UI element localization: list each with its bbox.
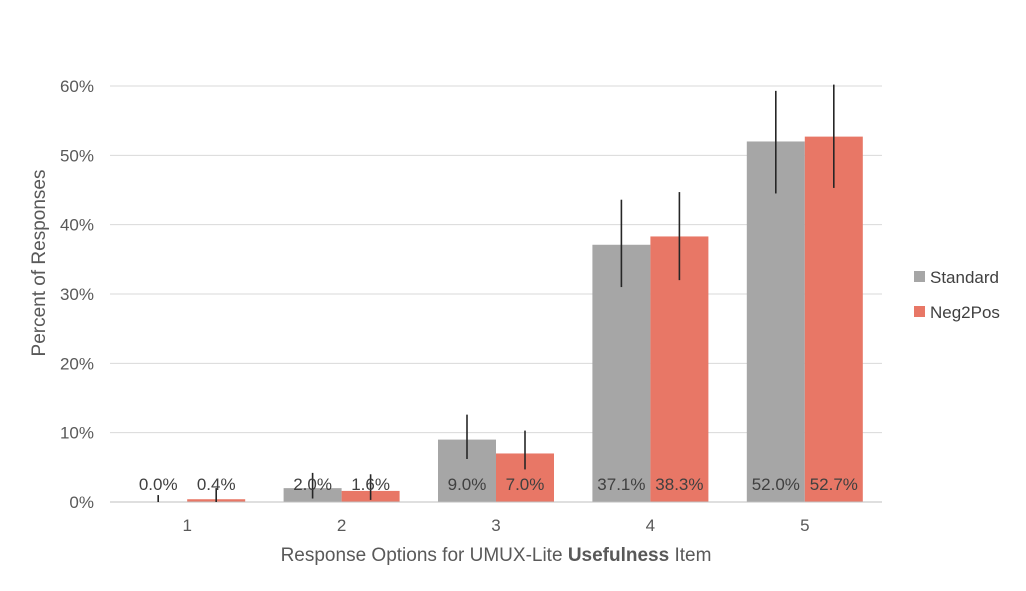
data-label: 37.1%	[597, 475, 645, 494]
y-tick-label: 20%	[60, 354, 94, 373]
data-label: 7.0%	[506, 475, 545, 494]
bar-neg2pos	[804, 136, 863, 502]
bar-standard	[592, 244, 651, 503]
x-axis-ticks: 1 2 3 4 5	[182, 516, 809, 535]
data-label: 52.7%	[810, 475, 858, 494]
x-tick-label: 2	[337, 516, 346, 535]
legend-label-standard: Standard	[930, 268, 999, 287]
y-tick-label: 0%	[69, 493, 94, 512]
data-label: 2.0%	[293, 475, 332, 494]
data-labels: 0.0% 0.4% 2.0% 1.6% 9.0% 7.0% 37.1% 38.3% 52.0% 5…	[139, 475, 858, 494]
x-tick-label: 5	[800, 516, 809, 535]
x-axis-title-part-3: Item	[669, 545, 711, 566]
data-label: 0.4%	[197, 475, 236, 494]
legend-label-neg2pos: Neg2Pos	[930, 303, 1000, 322]
x-tick-label: 4	[646, 516, 655, 535]
y-tick-label: 10%	[60, 424, 94, 443]
x-axis-title-bold-part: Usefulness	[568, 545, 669, 566]
x-tick-label: 1	[182, 516, 191, 535]
data-label: 1.6%	[351, 475, 390, 494]
y-tick-label: 30%	[60, 285, 94, 304]
x-axis-title: Response Options for UMUX-Lite Usefulnes…	[281, 545, 712, 566]
y-tick-label: 60%	[60, 77, 94, 96]
bar-neg2pos	[650, 236, 709, 502]
y-tick-label: 40%	[60, 216, 94, 235]
x-axis-title-part-1: Response Options for UMUX-Lite	[281, 545, 568, 566]
data-label: 9.0%	[448, 475, 487, 494]
legend-swatch-standard	[914, 271, 925, 282]
x-tick-label: 3	[491, 516, 500, 535]
legend: Standard Neg2Pos	[914, 268, 1000, 322]
y-axis-ticks: 0% 10% 20% 30% 40% 50% 60%	[60, 77, 94, 512]
data-label: 38.3%	[655, 475, 703, 494]
data-label: 52.0%	[752, 475, 800, 494]
y-tick-label: 50%	[60, 146, 94, 165]
data-label: 0.0%	[139, 475, 178, 494]
y-axis-title: Percent of Responses	[29, 170, 50, 357]
bar-standard	[746, 141, 805, 502]
error-bars	[157, 84, 835, 502]
legend-swatch-neg2pos	[914, 306, 925, 317]
